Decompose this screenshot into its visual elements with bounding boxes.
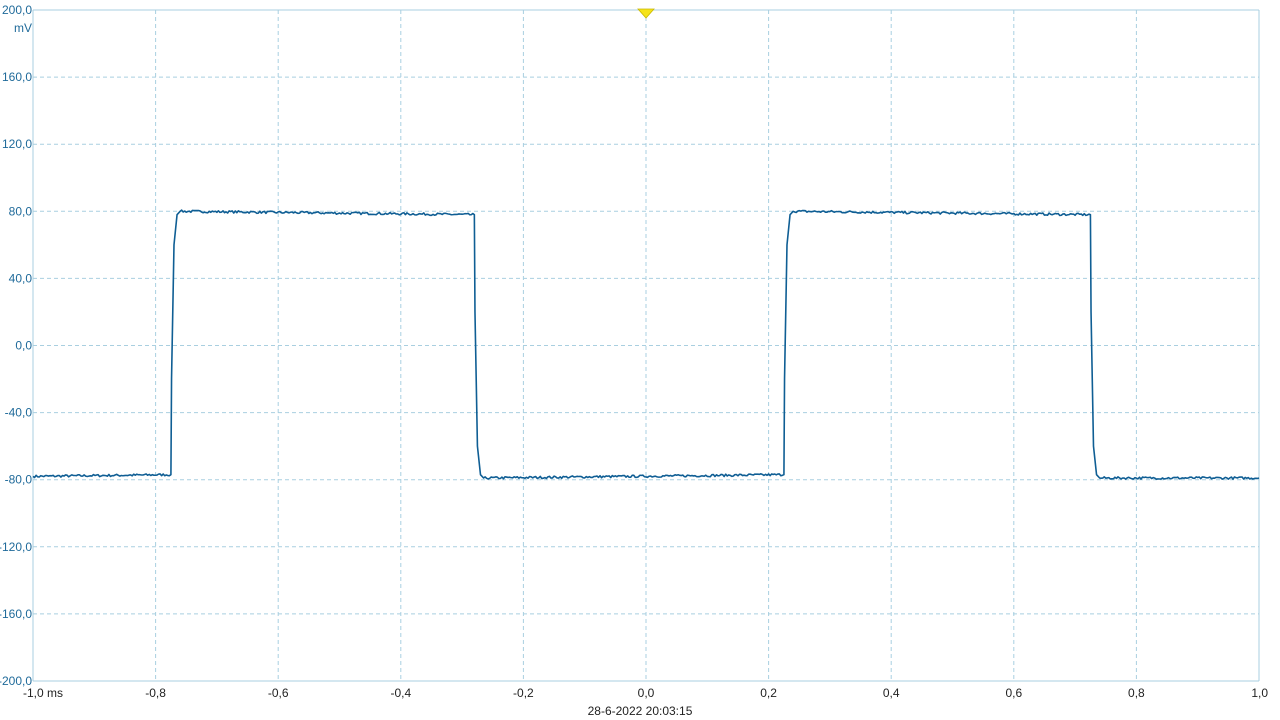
x-tick-label: -1,0 ms <box>23 686 63 700</box>
y-tick-label: -40,0 <box>5 406 33 420</box>
x-tick-label: -0,4 <box>390 686 411 700</box>
y-tick-label: 200,0 <box>2 3 32 17</box>
y-tick-label: 80,0 <box>9 204 33 218</box>
y-tick-label: -120,0 <box>0 540 32 554</box>
y-tick-label: -200,0 <box>0 674 32 688</box>
x-tick-label: 1,0 <box>1251 686 1268 700</box>
timestamp: 28-6-2022 20:03:15 <box>588 704 693 718</box>
x-tick-label: -0,8 <box>145 686 166 700</box>
y-tick-label: 120,0 <box>2 137 32 151</box>
x-tick-label: -0,2 <box>513 686 534 700</box>
trace-layer <box>32 209 1260 480</box>
x-tick-label: 0,4 <box>883 686 900 700</box>
y-axis-labels: 200,0 160,0 120,0 80,0 40,0 0,0 -40,0 -80,0 -120… <box>0 3 32 688</box>
x-tick-label: 0,0 <box>638 686 655 700</box>
x-axis-labels: -1,0 ms -0,8 -0,6 -0,4 -0,2 0,0 0,2 0,4 0,6 0,8 1,… <box>23 686 1268 700</box>
signal-trace-1 <box>32 209 1260 480</box>
trigger-marker-icon[interactable] <box>637 8 655 19</box>
x-tick-label: 0,6 <box>1005 686 1022 700</box>
y-tick-label: -80,0 <box>5 473 33 487</box>
y-tick-label: 40,0 <box>9 271 33 285</box>
y-tick-label: 160,0 <box>2 70 32 84</box>
grid <box>32 9 1260 682</box>
x-tick-label: 0,2 <box>760 686 777 700</box>
y-unit-label: mV <box>14 21 32 35</box>
x-tick-label: 0,8 <box>1128 686 1145 700</box>
y-tick-label: 0,0 <box>15 339 32 353</box>
x-tick-label: -0,6 <box>268 686 289 700</box>
y-tick-label: -160,0 <box>0 607 32 621</box>
